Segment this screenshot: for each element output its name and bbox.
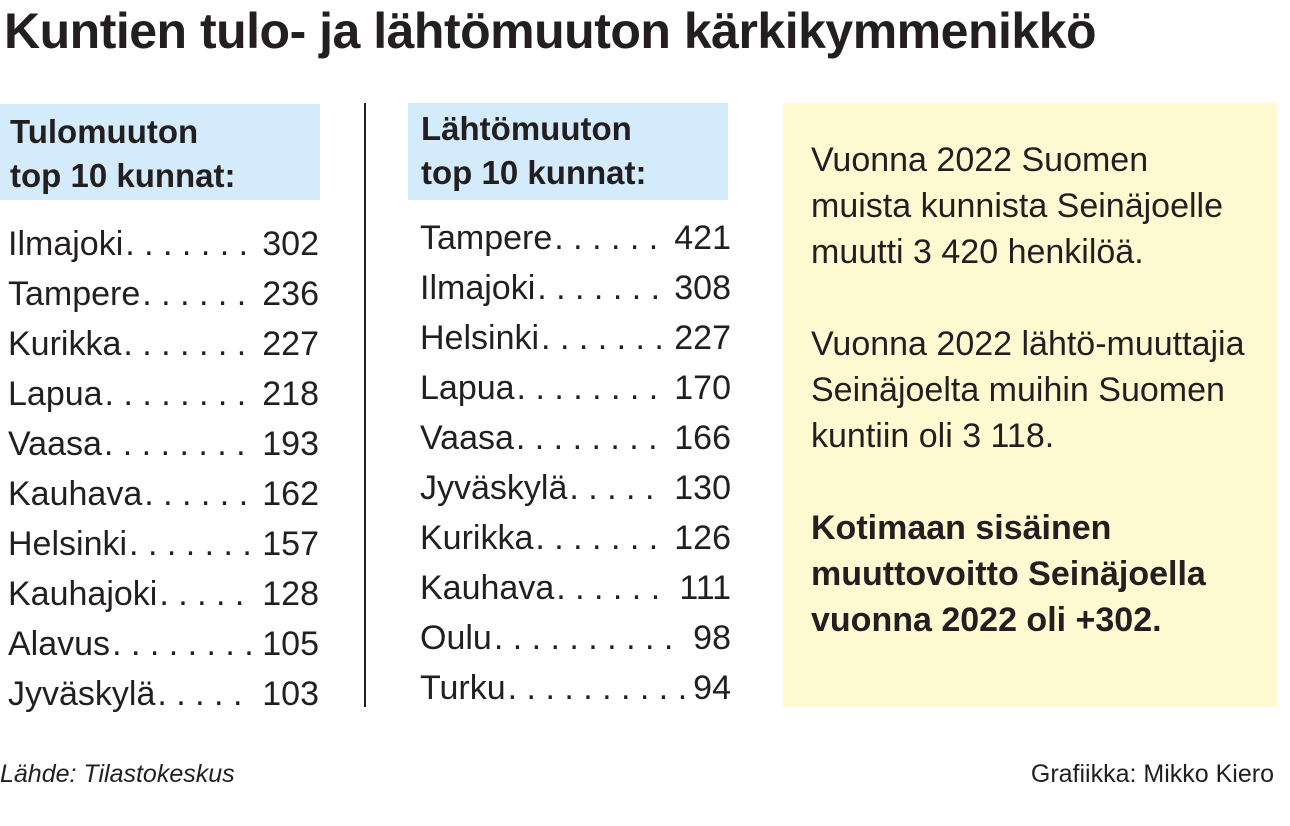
- leader-dots: [494, 613, 685, 663]
- leader-dots: [125, 219, 254, 269]
- list-item: Ilmajoki 302: [8, 219, 319, 269]
- summary-box: Vuonna 2022 Suomen muista kunnista Seinä…: [783, 103, 1277, 707]
- municipality-name: Lapua: [8, 375, 103, 413]
- source-credit: Lähde: Tilastokeskus: [0, 760, 235, 788]
- leader-dots: [554, 213, 666, 263]
- count-value: 157: [262, 525, 319, 563]
- leader-dots: [517, 363, 667, 413]
- leader-dots: [112, 619, 254, 669]
- leader-dots: [535, 513, 666, 563]
- summary-outgoing-text: Vuonna 2022 lähtö-muuttajia Seinäjoelta …: [811, 325, 1245, 455]
- page-title: Kuntien tulo- ja lähtömuuton kärkikymmen…: [4, 3, 1097, 59]
- list-item: Kauhajoki 128: [8, 569, 319, 619]
- municipality-name: Oulu: [420, 619, 492, 657]
- incoming-heading: Tulomuuton top 10 kunnat:: [0, 104, 320, 200]
- leader-dots: [105, 369, 255, 419]
- list-item: Helsinki 227: [420, 313, 731, 363]
- list-item: Helsinki 157: [8, 519, 319, 569]
- municipality-name: Alavus: [8, 625, 111, 663]
- leader-dots: [556, 563, 671, 613]
- count-value: 94: [693, 669, 731, 707]
- leader-dots: [159, 569, 254, 619]
- count-value: 111: [679, 569, 731, 607]
- outgoing-heading-line1: Lähtömuuton: [421, 110, 632, 147]
- list-item: Jyväskylä 103: [8, 669, 319, 719]
- municipality-name: Kurikka: [420, 519, 534, 557]
- list-item: Alavus 105: [8, 619, 319, 669]
- leader-dots: [104, 419, 254, 469]
- list-item: Ilmajoki 308: [420, 263, 731, 313]
- outgoing-heading: Lähtömuuton top 10 kunnat:: [408, 103, 728, 200]
- list-item: Lapua 170: [420, 363, 731, 413]
- count-value: 308: [674, 269, 731, 307]
- count-value: 162: [262, 475, 319, 513]
- municipality-name: Ilmajoki: [8, 225, 124, 263]
- municipality-name: Tampere: [420, 219, 553, 257]
- list-item: Tampere 236: [8, 269, 319, 319]
- count-value: 105: [262, 625, 319, 663]
- outgoing-heading-line2: top 10 kunnat:: [421, 154, 647, 191]
- leader-dots: [142, 269, 254, 319]
- list-item: Kauhava 111: [420, 563, 731, 613]
- count-value: 236: [262, 275, 319, 313]
- leader-dots: [508, 663, 686, 713]
- list-item: Lapua 218: [8, 369, 319, 419]
- summary-net-gain-text: Kotimaan sisäinen muuttovoitto Seinäjoel…: [811, 509, 1206, 639]
- municipality-name: Turku: [420, 669, 506, 707]
- municipality-name: Kauhajoki: [8, 575, 158, 613]
- count-value: 166: [674, 419, 731, 457]
- leader-dots: [541, 313, 666, 363]
- municipality-name: Jyväskylä: [8, 675, 156, 713]
- list-item: Tampere 421: [420, 213, 731, 263]
- municipality-name: Lapua: [420, 369, 515, 407]
- count-value: 98: [693, 619, 731, 657]
- count-value: 227: [262, 325, 319, 363]
- incoming-heading-line2: top 10 kunnat:: [10, 157, 236, 194]
- count-value: 103: [262, 675, 319, 713]
- municipality-name: Ilmajoki: [420, 269, 536, 307]
- list-item: Kauhava 162: [8, 469, 319, 519]
- count-value: 193: [262, 425, 319, 463]
- list-item: Oulu 98: [420, 613, 731, 663]
- list-item: Turku 94: [420, 663, 731, 713]
- list-item: Kurikka 227: [8, 319, 319, 369]
- count-value: 170: [674, 369, 731, 407]
- incoming-list: Ilmajoki 302 Tampere 236 Kurikka 227 Lapua 2…: [8, 219, 319, 719]
- leader-dots: [129, 519, 254, 569]
- municipality-name: Helsinki: [420, 319, 540, 357]
- count-value: 218: [262, 375, 319, 413]
- municipality-name: Kauhava: [420, 569, 555, 607]
- count-value: 227: [674, 319, 731, 357]
- count-value: 128: [262, 575, 319, 613]
- leader-dots: [569, 463, 666, 513]
- list-item: Vaasa 193: [8, 419, 319, 469]
- municipality-name: Jyväskylä: [420, 469, 568, 507]
- column-divider: [364, 103, 366, 707]
- leader-dots: [157, 669, 254, 719]
- count-value: 130: [674, 469, 731, 507]
- count-value: 421: [674, 219, 731, 257]
- leader-dots: [144, 469, 254, 519]
- municipality-name: Helsinki: [8, 525, 128, 563]
- leader-dots: [537, 263, 666, 313]
- count-value: 302: [262, 225, 319, 263]
- municipality-name: Kauhava: [8, 475, 143, 513]
- leader-dots: [123, 319, 254, 369]
- outgoing-list: Tampere 421 Ilmajoki 308 Helsinki 227 Lapua…: [420, 213, 731, 713]
- municipality-name: Kurikka: [8, 325, 122, 363]
- municipality-name: Vaasa: [420, 419, 514, 457]
- municipality-name: Tampere: [8, 275, 141, 313]
- count-value: 126: [674, 519, 731, 557]
- list-item: Jyväskylä 130: [420, 463, 731, 513]
- summary-incoming-text: Vuonna 2022 Suomen muista kunnista Seinä…: [811, 141, 1224, 271]
- list-item: Vaasa 166: [420, 413, 731, 463]
- municipality-name: Vaasa: [8, 425, 102, 463]
- graphic-credit: Grafiikka: Mikko Kiero: [1030, 760, 1274, 788]
- list-item: Kurikka 126: [420, 513, 731, 563]
- incoming-heading-line1: Tulomuuton: [10, 113, 199, 150]
- leader-dots: [516, 413, 666, 463]
